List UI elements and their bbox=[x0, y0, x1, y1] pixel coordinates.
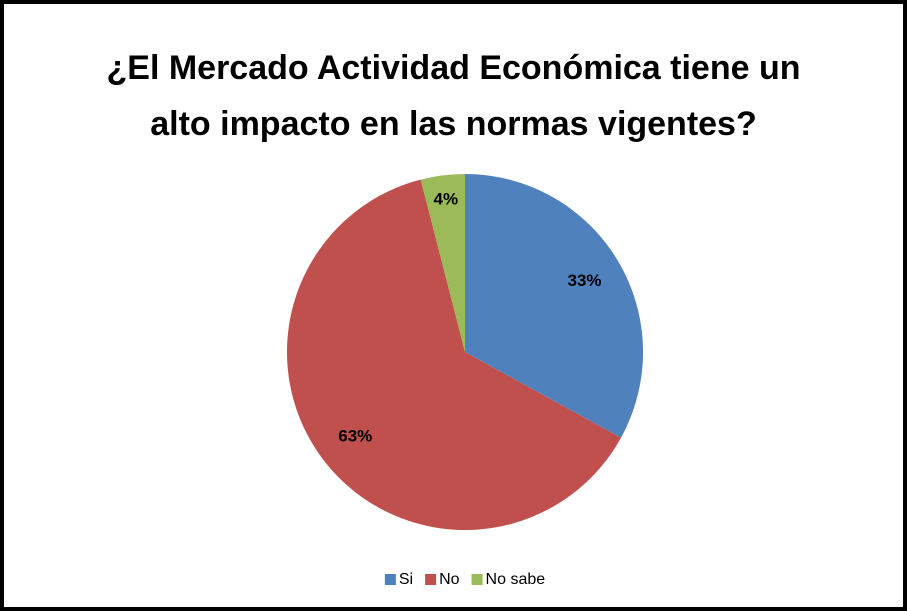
data-label: 63% bbox=[338, 427, 372, 446]
legend-swatch bbox=[384, 574, 396, 585]
chart-title: ¿El Mercado Actividad Económica tiene un… bbox=[106, 49, 801, 143]
data-label: 4% bbox=[434, 190, 459, 209]
legend-swatch bbox=[425, 574, 437, 585]
chart: 33% 63% 4% Si No No sabe bbox=[287, 174, 643, 588]
pie-slice bbox=[420, 174, 465, 352]
data-label: 33% bbox=[567, 271, 601, 290]
legend-label: No bbox=[439, 571, 460, 588]
pie-slice bbox=[465, 174, 643, 438]
legend-label: Si bbox=[399, 571, 413, 588]
legend-swatch bbox=[471, 574, 483, 585]
pie-slice bbox=[287, 179, 621, 530]
legend-label: No sabe bbox=[486, 571, 546, 588]
